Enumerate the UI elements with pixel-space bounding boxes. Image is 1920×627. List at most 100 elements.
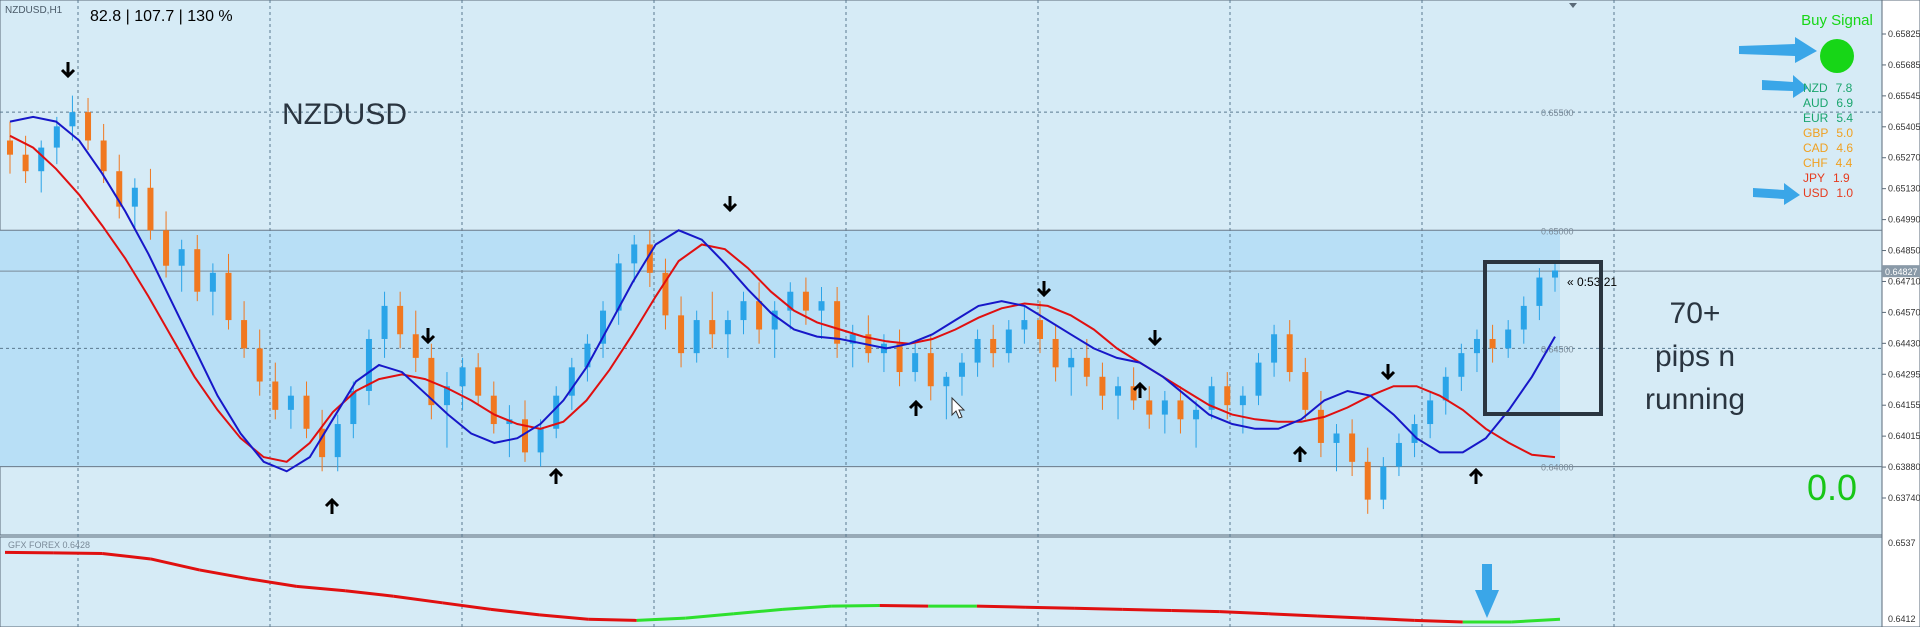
candle-body [818,301,825,311]
candle-body [178,249,185,266]
price-axis-label: 0.64570 [1888,307,1920,317]
price-axis-label: 0.64015 [1888,431,1920,441]
candle-body [334,424,341,458]
swing-high-arrow-icon [420,328,436,345]
currency-strength-item: USD 1.0 [1803,186,1853,200]
annotation-line-1: 70+ [1670,297,1721,330]
candle-body [1239,395,1246,406]
candle-body [194,249,201,292]
candle-body [896,343,903,373]
price-axis-label: 0.64710 [1888,276,1920,286]
candle-body [1068,357,1075,368]
indicator-line-segment [831,604,880,608]
indicator-line-segment [247,577,297,588]
indicator-line-segment [733,607,783,616]
candle-body [287,395,294,410]
candle-body [724,320,731,335]
candle-body [350,390,357,425]
candle-body [1395,442,1402,467]
level-label: 0.64500 [1541,344,1574,354]
current-price-tag [1882,265,1920,278]
swing-low-arrow-icon [908,399,924,416]
swing-low-arrow-icon [1292,445,1308,462]
indicator-line-segment [1511,617,1561,624]
candle-body [131,187,138,207]
currency-strength-item: NZD 7.8 [1803,81,1853,95]
candle-body [1146,400,1153,415]
mouse-cursor-icon [951,396,966,419]
candle-body [256,348,263,382]
candle-body [771,310,778,330]
indicator-line-segment [490,607,540,617]
candle-body [412,334,419,358]
indicator-line-segment [1025,605,1075,610]
price-axis-label: 0.65405 [1888,122,1920,132]
candle-body [1052,338,1059,368]
candle-body [584,343,591,368]
candle-body [397,305,404,335]
candle-body [1442,376,1449,401]
candle-body [1286,334,1293,373]
candle-body [1021,320,1028,330]
candle-body [927,353,934,387]
candle-body [209,272,216,292]
candle-body [693,320,700,354]
candle-body [1083,357,1090,377]
candle-body [1255,362,1262,396]
candle-body [787,291,794,311]
indicator-pointer-arrow-icon [1475,564,1499,618]
indicator-line-segment [53,551,103,555]
indicator-line-segment [150,557,200,572]
candle-body [38,147,45,172]
indicator-label: GFX FOREX 0.6428 [8,540,90,550]
candle-body [834,301,841,344]
currency-strength-item: CAD 4.6 [1803,141,1853,155]
candle-body [116,171,123,207]
swing-low-arrow-icon [548,467,564,484]
indicator-line-segment [296,584,346,593]
indicator-line-segment [879,604,929,608]
candle-body [849,334,856,344]
candle-body [163,230,170,266]
candle-body [100,140,107,172]
candle-body [802,291,809,311]
candle-body [1489,338,1496,349]
candle-body [1161,400,1168,415]
candle-body [490,395,497,425]
indicator-line-segment [1414,618,1463,624]
candle-body [631,244,638,264]
price-axis-label: 0.64850 [1888,246,1920,256]
indicator-line-segment [1122,607,1172,612]
indicator-line-segment [199,568,249,581]
indicator-line-segment [636,616,686,622]
candle-body [553,395,560,429]
current-price-label: 0.64827 [1885,267,1918,277]
chart-shift-marker[interactable] [1569,3,1577,8]
level-label: 0.64000 [1541,463,1574,473]
candle-body [1130,386,1137,401]
candle-body [662,272,669,316]
price-axis [1881,0,1920,627]
indicator-line-segment [1219,610,1269,616]
candle-body [1427,400,1434,425]
candle-body [990,338,997,354]
currency-strength-item: JPY 1.9 [1803,171,1850,185]
currency-strength-item: AUD 6.9 [1803,96,1853,110]
currency-strength-item: CHF 4.4 [1803,156,1853,170]
candle-body [709,320,716,335]
candle-body [756,301,763,330]
candle-body [1005,329,1012,354]
candle-body [85,112,92,141]
price-axis-label: 0.65685 [1888,60,1920,70]
swing-high-arrow-icon [1147,330,1163,347]
candle-body [365,338,372,391]
candle-body [1520,305,1527,330]
bar-countdown: « 0:53:21 [1567,275,1617,289]
pair-title: NZDUSD [282,98,407,131]
candle-body [69,112,76,127]
level-label: 0.65500 [1541,108,1574,118]
indicator-line-segment [442,601,492,611]
candle-body [1536,277,1543,306]
